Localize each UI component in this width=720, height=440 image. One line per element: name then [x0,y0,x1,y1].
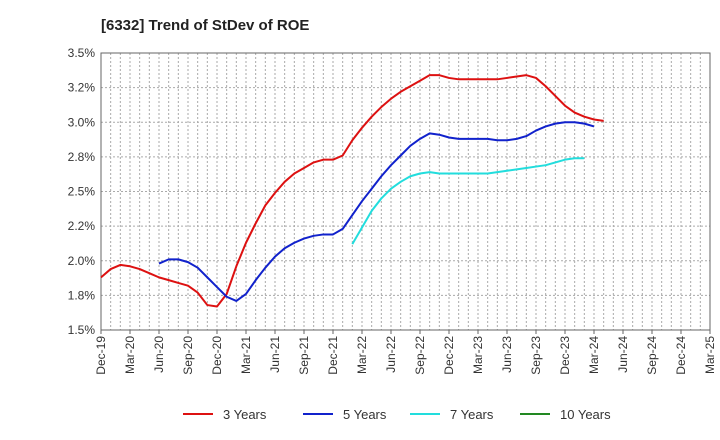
y-tick-label: 2.2% [68,219,96,233]
y-tick-label: 2.0% [68,254,96,268]
chart-title: [6332] Trend of StDev of ROE [101,17,309,34]
x-tick-label: Dec-20 [210,336,224,375]
y-tick-label: 1.5% [68,323,96,337]
x-tick-label: Sep-23 [529,336,543,375]
y-tick-label: 2.5% [68,185,96,199]
x-tick-label: Dec-24 [674,336,688,375]
legend-label-3-years: 3 Years [223,407,267,422]
x-axis: Dec-19 Mar-20 Jun-20 Sep-20 Dec-20 Mar-21 Jun-… [94,330,717,375]
y-tick-label: 1.8% [68,288,96,302]
y-tick-label: 2.8% [68,150,96,164]
x-tick-label: Mar-20 [123,336,137,374]
x-tick-label: Sep-20 [181,336,195,375]
grid [101,53,710,330]
x-tick-label: Sep-22 [413,336,427,375]
series-line-7-years [351,157,585,245]
x-tick-label: Mar-21 [239,336,253,374]
x-tick-label: Jun-23 [500,336,514,373]
x-tick-label: Sep-21 [297,336,311,375]
legend: 3 Years 5 Years 7 Years 10 Years [183,407,611,422]
legend-label-10-years: 10 Years [560,407,611,422]
legend-label-5-years: 5 Years [343,407,387,422]
y-tick-label: 3.5% [68,46,96,60]
x-tick-label: Sep-24 [645,336,659,375]
x-tick-label: Mar-23 [471,336,485,374]
x-tick-label: Dec-21 [326,336,340,375]
x-tick-label: Jun-24 [616,336,630,373]
y-tick-label: 3.2% [68,81,96,95]
series-lines [100,74,604,308]
x-tick-label: Mar-25 [703,336,717,374]
x-tick-label: Jun-21 [268,336,282,373]
series-line-3-years [100,74,604,308]
x-tick-label: Mar-22 [355,336,369,374]
x-tick-label: Jun-22 [384,336,398,373]
y-axis: 1.5% 1.8% 2.0% 2.2% 2.5% 2.8% 3.0% 3.2% 3.5% [68,46,96,337]
x-tick-label: Jun-20 [152,336,166,373]
legend-label-7-years: 7 Years [450,407,494,422]
x-tick-label: Dec-23 [558,336,572,375]
series-line-5-years [158,121,595,302]
x-tick-label: Dec-19 [94,336,108,375]
plot-area [100,52,711,331]
y-tick-label: 3.0% [68,115,96,129]
x-tick-label: Dec-22 [442,336,456,375]
x-tick-label: Mar-24 [587,336,601,374]
